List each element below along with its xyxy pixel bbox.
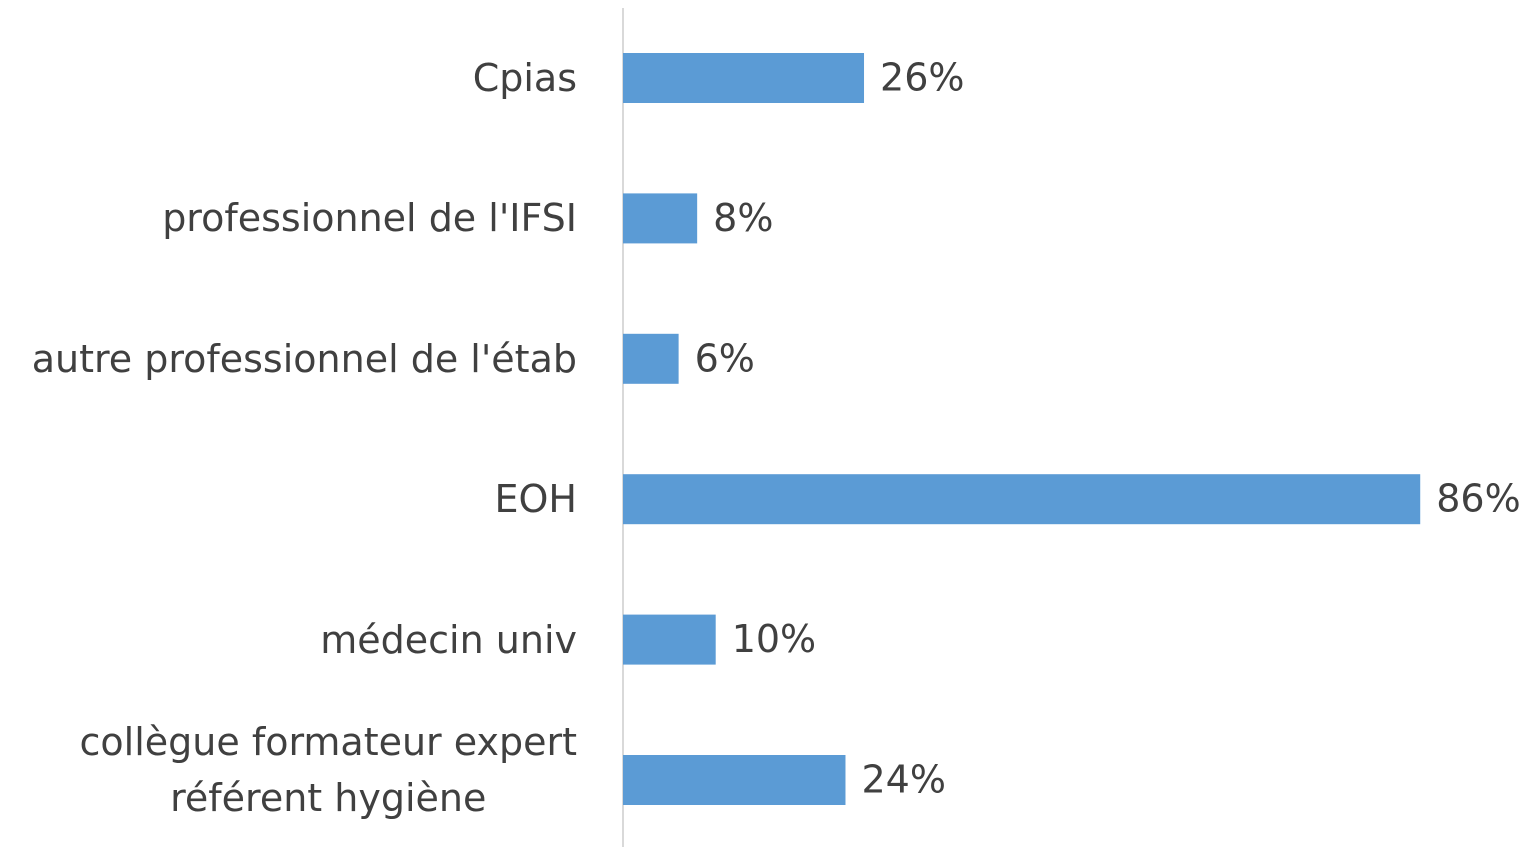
data-label: 8% [713, 196, 773, 240]
category-label: médecin univ [320, 617, 577, 662]
data-label: 6% [695, 336, 755, 380]
data-label: 26% [880, 56, 964, 100]
category-label: Cpias [472, 56, 577, 100]
category-label: EOH [494, 477, 578, 522]
bar [623, 333, 679, 384]
bar [623, 474, 1421, 525]
category-label: autre professionnel de l'étab [31, 336, 577, 381]
bar [623, 53, 865, 103]
category-label: professionnel de l'IFSI [162, 196, 577, 241]
bar [623, 614, 716, 665]
data-label: 24% [861, 758, 945, 802]
category-label: collègue formateur expert référent hygiè… [79, 720, 577, 820]
bar [623, 755, 846, 805]
data-label: 10% [732, 617, 816, 661]
bar [623, 193, 698, 244]
data-label: 86% [1436, 477, 1520, 521]
